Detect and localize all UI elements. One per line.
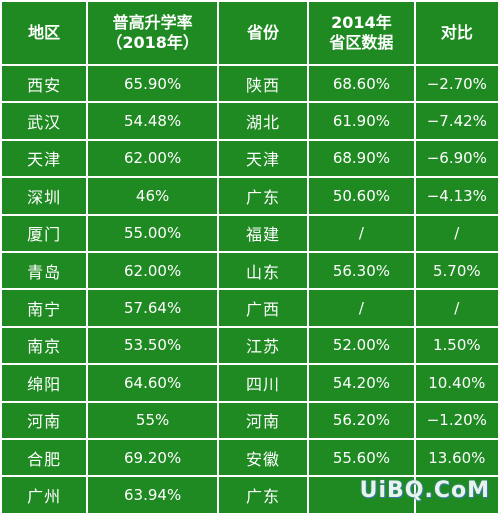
diff-cell: −4.13% (413, 176, 500, 216)
header-region: 地区 (0, 0, 89, 66)
header-data-line1: 2014年 (331, 13, 392, 32)
province-rate-cell: / (307, 288, 416, 328)
rate-cell: 55.00% (86, 213, 219, 253)
diff-cell: −2.70% (413, 63, 500, 104)
city-cell: 西安 (0, 63, 89, 104)
diff-cell: / (413, 288, 500, 328)
table-row: 河南 55% 河南 56.20% −1.20% (0, 400, 500, 440)
table-row: 合肥 69.20% 安徽 55.60% 13.60% (0, 437, 500, 478)
province-cell: 安徽 (216, 437, 310, 478)
province-cell: 广东 (216, 176, 310, 216)
rate-cell: 64.60% (86, 363, 219, 403)
rate-cell: 69.20% (86, 437, 219, 478)
province-cell: 福建 (216, 213, 310, 253)
province-rate-cell: 56.20% (307, 400, 416, 440)
diff-cell: 1.50% (413, 325, 500, 366)
province-rate-cell: 52.00% (307, 325, 416, 366)
province-cell: 天津 (216, 138, 310, 179)
diff-cell: −6.90% (413, 138, 500, 179)
table-row: 绵阳 64.60% 四川 54.20% 10.40% (0, 363, 500, 403)
header-row: 地区 普高升学率 （2018年） 省份 2014年 省区数据 对比 (0, 0, 500, 66)
header-rate: 普高升学率 （2018年） (86, 0, 219, 66)
city-cell: 深圳 (0, 176, 89, 216)
city-cell: 南京 (0, 325, 89, 366)
province-rate-cell: 54.20% (307, 363, 416, 403)
rate-cell: 62.00% (86, 250, 219, 291)
table-row: 南宁 57.64% 广西 / / (0, 288, 500, 328)
diff-cell: / (413, 213, 500, 253)
diff-cell: 10.40% (413, 363, 500, 403)
header-rate-line2: （2018年） (106, 33, 199, 52)
province-cell: 陕西 (216, 63, 310, 104)
city-cell: 厦门 (0, 213, 89, 253)
province-cell: 山东 (216, 250, 310, 291)
header-compare: 对比 (413, 0, 500, 66)
province-cell: 河南 (216, 400, 310, 440)
rate-cell: 53.50% (86, 325, 219, 366)
rate-cell: 62.00% (86, 138, 219, 179)
table-row: 厦门 55.00% 福建 / / (0, 213, 500, 253)
header-province: 省份 (216, 0, 310, 66)
rate-cell: 65.90% (86, 63, 219, 104)
rate-cell: 54.48% (86, 101, 219, 141)
rate-cell: 63.94% (86, 475, 219, 515)
province-rate-cell: / (307, 213, 416, 253)
diff-cell: −1.20% (413, 400, 500, 440)
header-data-line2: 省区数据 (329, 33, 394, 52)
rate-cell: 46% (86, 176, 219, 216)
city-cell: 河南 (0, 400, 89, 440)
province-rate-cell (307, 475, 416, 515)
header-province-data: 2014年 省区数据 (307, 0, 416, 66)
province-rate-cell: 61.90% (307, 101, 416, 141)
city-cell: 武汉 (0, 101, 89, 141)
diff-cell: −7.42% (413, 101, 500, 141)
table-row: 广州 63.94% 广东 (0, 475, 500, 515)
province-cell: 四川 (216, 363, 310, 403)
table-row: 西安 65.90% 陕西 68.60% −2.70% (0, 63, 500, 104)
city-cell: 天津 (0, 138, 89, 179)
diff-cell (413, 475, 500, 515)
province-rate-cell: 68.90% (307, 138, 416, 179)
province-cell: 湖北 (216, 101, 310, 141)
city-cell: 合肥 (0, 437, 89, 478)
province-rate-cell: 55.60% (307, 437, 416, 478)
diff-cell: 13.60% (413, 437, 500, 478)
rate-cell: 57.64% (86, 288, 219, 328)
table-row: 武汉 54.48% 湖北 61.90% −7.42% (0, 101, 500, 141)
table-row: 深圳 46% 广东 50.60% −4.13% (0, 176, 500, 216)
diff-cell: 5.70% (413, 250, 500, 291)
city-cell: 青岛 (0, 250, 89, 291)
city-cell: 绵阳 (0, 363, 89, 403)
table-row: 天津 62.00% 天津 68.90% −6.90% (0, 138, 500, 179)
province-rate-cell: 56.30% (307, 250, 416, 291)
province-cell: 广东 (216, 475, 310, 515)
province-cell: 江苏 (216, 325, 310, 366)
city-cell: 南宁 (0, 288, 89, 328)
rate-cell: 55% (86, 400, 219, 440)
province-rate-cell: 50.60% (307, 176, 416, 216)
table-row: 南京 53.50% 江苏 52.00% 1.50% (0, 325, 500, 366)
header-rate-line1: 普高升学率 (112, 13, 193, 32)
province-rate-cell: 68.60% (307, 63, 416, 104)
province-cell: 广西 (216, 288, 310, 328)
city-cell: 广州 (0, 475, 89, 515)
table-row: 青岛 62.00% 山东 56.30% 5.70% (0, 250, 500, 291)
